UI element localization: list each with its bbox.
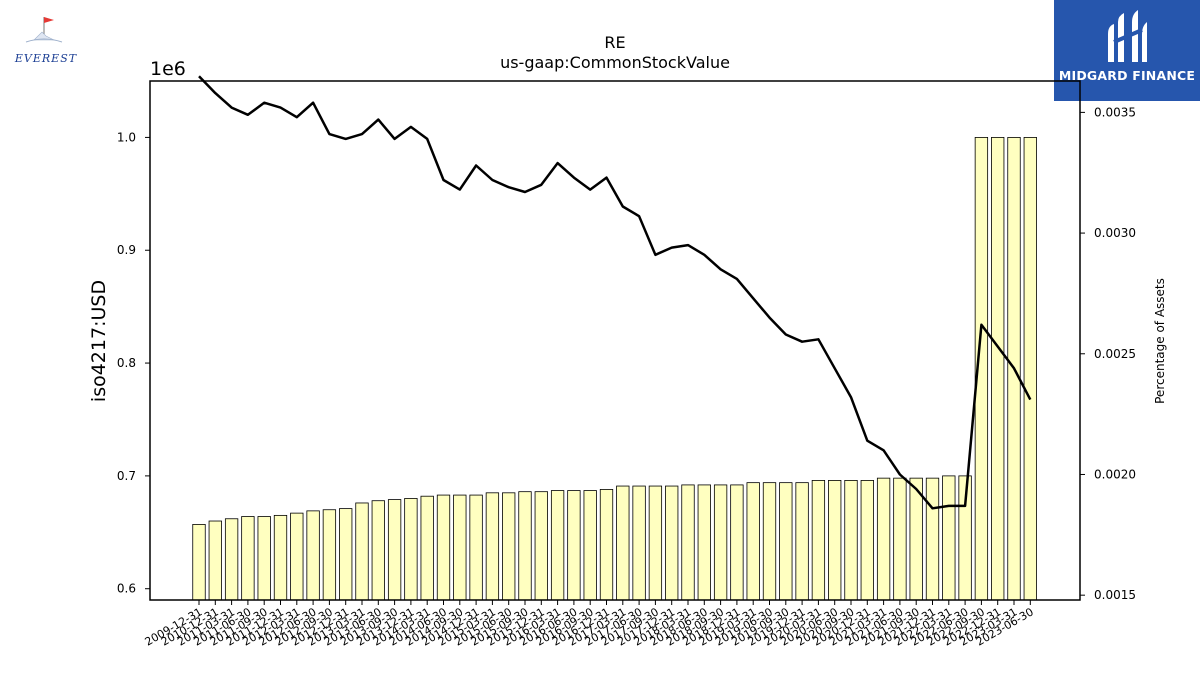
everest-logo: EVEREST — [4, 12, 88, 72]
bar — [306, 510, 320, 601]
y-offset-label: 1e6 — [150, 58, 186, 80]
bar — [876, 477, 891, 601]
everest-wordmark: EVEREST — [14, 52, 78, 65]
bar — [192, 524, 206, 601]
midgard-finance-logo: MIDGARD FINANCE — [1054, 0, 1200, 101]
bar — [469, 494, 483, 601]
bar — [404, 498, 418, 601]
bar — [273, 514, 288, 601]
bar — [1023, 137, 1037, 601]
percentage-of-assets-line — [198, 75, 1032, 510]
bar — [241, 516, 255, 601]
bar — [420, 495, 434, 601]
bar — [550, 490, 565, 601]
bar — [762, 482, 777, 601]
x-axis: 2009-12-312010-12-312011-03-312011-06-30… — [143, 600, 1036, 649]
y2-tick-label: 0.0015 — [1094, 588, 1136, 602]
bar — [583, 490, 597, 601]
bar — [665, 485, 679, 601]
bar — [795, 482, 809, 601]
bar — [371, 500, 385, 601]
bar — [632, 485, 646, 601]
bar — [779, 482, 793, 601]
bar — [339, 508, 353, 601]
chart-subtitle: us-gaap:CommonStockValue — [500, 53, 730, 72]
y2-tick-label: 0.0025 — [1094, 347, 1136, 361]
bar — [290, 512, 304, 601]
bar-series — [192, 137, 1037, 601]
bar — [208, 520, 222, 601]
y-tick-label: 0.6 — [117, 582, 136, 596]
bar — [534, 491, 548, 601]
bar — [436, 494, 451, 601]
y-tick-label: 1.0 — [117, 130, 136, 144]
bar — [713, 484, 728, 601]
bar — [502, 492, 516, 601]
bar — [925, 477, 940, 601]
bar — [648, 485, 663, 601]
bar — [909, 477, 923, 601]
bar — [844, 480, 858, 601]
y-axis-label: iso4217:USD — [88, 280, 110, 402]
bar — [893, 477, 907, 601]
bar — [730, 484, 744, 601]
bar — [224, 518, 239, 601]
y-tick-label: 0.7 — [117, 469, 136, 483]
bar — [811, 480, 826, 601]
midgard-emblem-icon — [1108, 10, 1147, 62]
midgard-wordmark: MIDGARD FINANCE — [1058, 68, 1196, 83]
y2-tick-label: 0.0035 — [1094, 105, 1136, 119]
bar — [746, 482, 760, 601]
bar — [453, 494, 467, 601]
bar — [355, 502, 369, 601]
everest-logo-mark — [25, 17, 63, 43]
bar — [518, 491, 532, 601]
bar — [942, 475, 956, 601]
y-tick-label: 0.8 — [117, 356, 136, 370]
bar — [616, 485, 630, 601]
bar — [322, 509, 337, 601]
bar — [257, 516, 271, 601]
y-axis-left: 0.6 0.7 0.8 0.9 1.0 — [117, 130, 150, 596]
bar — [860, 480, 874, 601]
bar — [697, 484, 711, 601]
bar — [991, 137, 1005, 601]
bar — [599, 489, 614, 601]
plot-frame — [149, 80, 1081, 601]
y-tick-label: 0.9 — [117, 243, 136, 257]
y2-tick-label: 0.0030 — [1094, 226, 1136, 240]
bar — [567, 490, 581, 601]
y2-tick-label: 0.0020 — [1094, 467, 1136, 481]
chart-title: RE — [604, 33, 625, 52]
bar — [828, 480, 842, 601]
y2-axis-label: Percentage of Assets — [1153, 278, 1167, 404]
bar — [681, 484, 695, 601]
bar — [485, 492, 500, 601]
bar — [387, 499, 402, 601]
y-axis-right: 0.0015 0.0020 0.0025 0.0030 0.0035 — [1080, 105, 1136, 602]
